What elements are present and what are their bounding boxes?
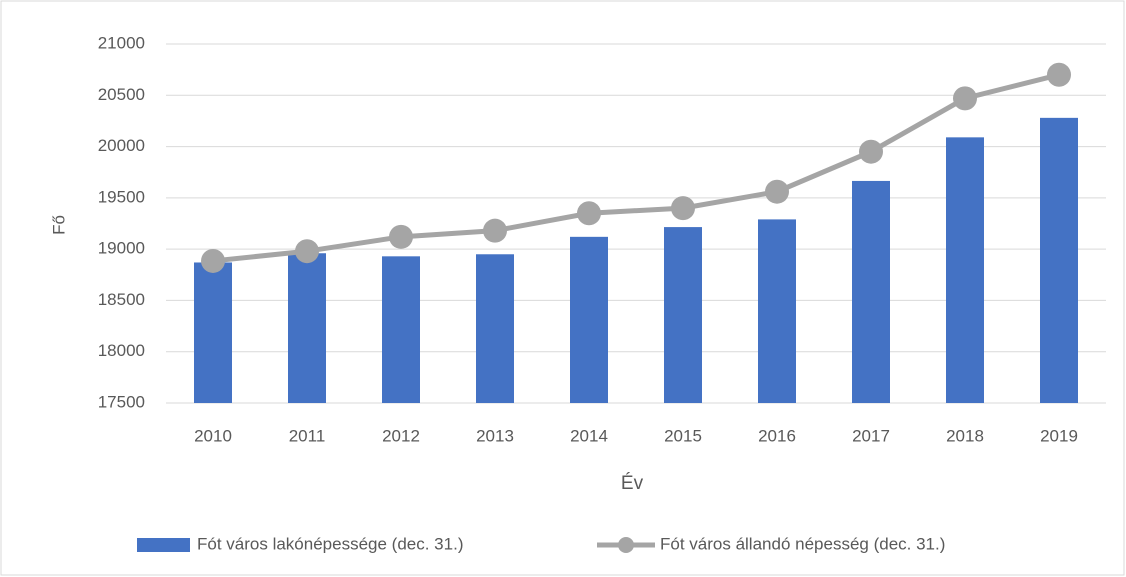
bar	[852, 180, 890, 403]
y-tick-label: 21000	[98, 33, 145, 52]
line-marker	[1047, 62, 1071, 87]
y-tick-label: 18500	[98, 290, 145, 309]
bar	[288, 253, 326, 403]
x-axis-label: Év	[621, 473, 644, 494]
line-marker	[953, 86, 977, 111]
x-tick-label: 2011	[289, 426, 326, 445]
x-tick-label: 2013	[476, 426, 514, 445]
y-tick-label: 19500	[98, 187, 145, 206]
legend-swatch	[137, 538, 190, 552]
y-axis-label: Fő	[49, 215, 68, 235]
x-tick-label: 2019	[1040, 426, 1078, 445]
line-marker	[483, 218, 507, 243]
x-tick-label: 2012	[382, 426, 420, 445]
bar	[1040, 117, 1078, 403]
bar	[382, 256, 420, 403]
bar	[758, 219, 796, 403]
legend-label: Fót város állandó népesség (dec. 31.)	[660, 534, 945, 553]
bar	[664, 227, 702, 403]
x-tick-label: 2015	[664, 426, 702, 445]
x-tick-label: 2010	[194, 426, 232, 445]
bar	[570, 236, 608, 403]
y-tick-label: 18000	[98, 341, 145, 360]
line-marker	[671, 196, 695, 221]
y-tick-label: 17500	[98, 392, 145, 411]
bar	[476, 254, 514, 403]
line-marker	[295, 239, 319, 264]
y-tick-label: 20000	[98, 136, 145, 155]
legend-swatch-marker	[618, 537, 634, 553]
bar	[946, 137, 984, 403]
legend-label: Fót város lakónépessége (dec. 31.)	[197, 534, 463, 553]
line-marker	[765, 179, 789, 204]
line-marker	[859, 139, 883, 164]
line	[212, 72, 1060, 264]
line-marker	[201, 248, 225, 273]
y-tick-label: 19000	[98, 239, 145, 258]
line-marker	[577, 201, 601, 226]
x-tick-label: 2014	[570, 426, 608, 445]
line-marker	[389, 224, 413, 249]
x-tick-label: 2016	[758, 426, 796, 445]
y-tick-label: 20500	[98, 85, 145, 104]
bar	[194, 262, 232, 403]
x-tick-label: 2018	[946, 426, 984, 445]
x-tick-label: 2017	[852, 426, 890, 445]
